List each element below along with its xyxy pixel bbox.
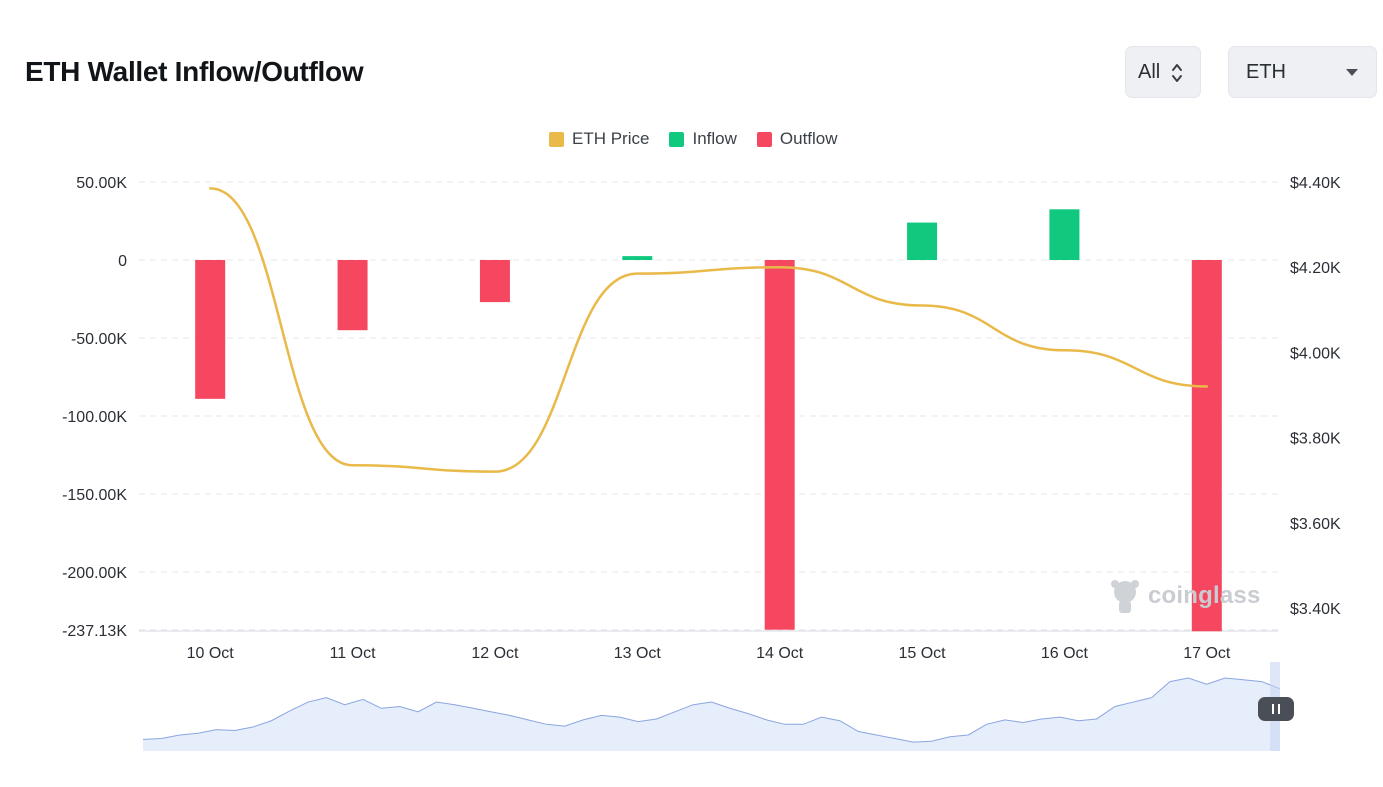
caret-down-icon (1346, 69, 1358, 76)
x-tick-label: 11 Oct (330, 645, 377, 662)
outflow-bar (764, 260, 795, 630)
navigator-area (143, 678, 1280, 751)
y-left-tick-label: 50.00K (76, 175, 127, 192)
coinglass-logo-icon (1111, 580, 1139, 613)
outflow-bar (479, 260, 510, 303)
chart-legend: ETH Price Inflow Outflow (549, 129, 838, 149)
handle-grip (1278, 704, 1280, 714)
legend-item-outflow[interactable]: Outflow (756, 129, 838, 149)
handle-grip (1272, 704, 1274, 714)
y-left-tick-label: -237.13K (62, 623, 127, 640)
legend-item-inflow[interactable]: Inflow (669, 129, 737, 149)
x-tick-label: 16 Oct (1041, 645, 1089, 662)
y-right-tick-label: $3.60K (1290, 516, 1341, 533)
inflow-bar (622, 256, 653, 260)
coinglass-watermark: coinglass (1108, 577, 1261, 615)
coin-select-value: ETH (1246, 60, 1286, 83)
y-right-tick-label: $3.80K (1290, 431, 1341, 448)
x-tick-label: 17 Oct (1183, 645, 1231, 662)
legend-label: Inflow (692, 129, 737, 148)
sort-updown-icon (1172, 64, 1182, 82)
y-left-tick-label: -150.00K (62, 487, 127, 504)
legend-swatch (549, 131, 564, 147)
outflow-bar (195, 260, 226, 399)
legend-label: Outflow (779, 129, 838, 148)
inflow-bar (1049, 209, 1080, 260)
y-left-tick-label: -50.00K (71, 331, 127, 348)
inflow-bar (907, 222, 938, 260)
legend-item-eth-price[interactable]: ETH Price (549, 129, 649, 149)
legend-label: ETH Price (572, 129, 650, 148)
x-tick-label: 12 Oct (471, 645, 519, 662)
y-left-tick-label: 0 (118, 253, 127, 270)
x-tick-label: 10 Oct (187, 645, 235, 662)
y-right-tick-label: $4.00K (1290, 345, 1341, 362)
watermark-text: coinglass (1148, 582, 1261, 609)
y-right-tick-label: $4.20K (1290, 260, 1341, 277)
x-tick-label: 15 Oct (898, 645, 946, 662)
outflow-bar (337, 260, 368, 331)
navigator-line (142, 677, 1281, 743)
x-tick-label: 13 Oct (614, 645, 662, 662)
outflow-bar (1191, 260, 1222, 632)
range-select[interactable]: All (1125, 46, 1201, 98)
coin-select[interactable]: ETH (1228, 46, 1377, 98)
x-tick-label: 14 Oct (756, 645, 804, 662)
range-select-value: All (1138, 60, 1161, 83)
y-right-tick-label: $3.40K (1290, 601, 1341, 618)
y-left-tick-label: -100.00K (62, 409, 127, 426)
navigator-handle[interactable] (1258, 697, 1294, 721)
legend-swatch (669, 131, 685, 147)
legend-swatch (756, 131, 772, 147)
page-title: ETH Wallet Inflow/Outflow (25, 56, 364, 87)
y-left-tick-label: -200.00K (62, 565, 127, 582)
eth-price-line (208, 187, 1209, 473)
y-right-tick-label: $4.40K (1290, 175, 1341, 192)
